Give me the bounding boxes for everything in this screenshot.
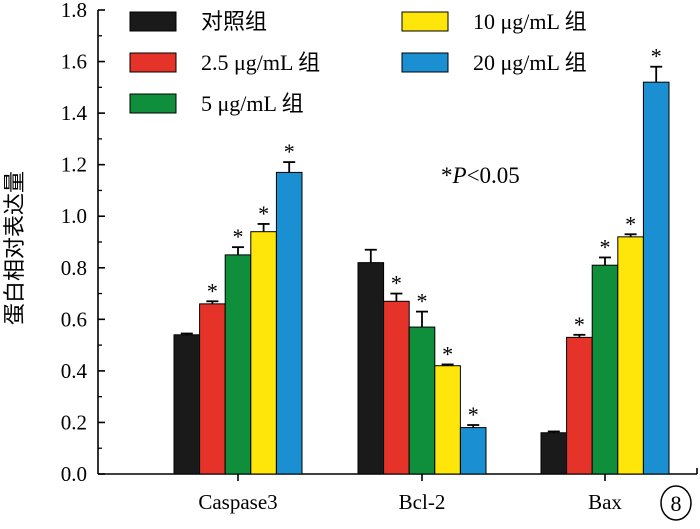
- bar: [383, 300, 410, 475]
- significance-marker: *: [574, 312, 585, 337]
- legend-swatch: [129, 11, 177, 32]
- significance-marker: *: [233, 224, 244, 249]
- significance-marker: *: [625, 211, 636, 236]
- legend-label: 10 μg/mL 组: [473, 9, 587, 34]
- y-tick-label: 1.0: [61, 204, 87, 228]
- significance-marker: *: [284, 139, 295, 164]
- significance-marker: *: [442, 341, 453, 366]
- bar: [224, 254, 252, 475]
- y-axis-label: 蛋白相对表达量: [3, 171, 28, 325]
- p-value-symbol: P: [452, 163, 467, 188]
- bar: [408, 326, 436, 475]
- y-tick-label: 1.4: [61, 101, 88, 125]
- bar: [617, 236, 644, 475]
- legend: 对照组 2.5 μg/mL 组 5 μg/mL 组 10 μg/mL 组 20 μg/m…: [129, 9, 587, 116]
- panel-label-circle: [660, 485, 692, 521]
- bar: [199, 303, 226, 475]
- legend-swatch: [401, 11, 449, 32]
- y-tick-label: 1.8: [61, 0, 87, 22]
- y-tick-label: 0.6: [61, 307, 87, 331]
- y-tick-label: 1.6: [61, 50, 87, 74]
- bar: [591, 264, 619, 475]
- significance-marker: *: [600, 234, 611, 259]
- bar: [642, 81, 670, 475]
- bar: [566, 336, 593, 475]
- significance-marker: *: [207, 278, 218, 303]
- legend-swatch: [129, 52, 177, 73]
- significance-marker: *: [417, 289, 428, 314]
- bar: [459, 427, 487, 475]
- p-value-star: *: [441, 163, 453, 188]
- p-value-annotation: *P<0.05: [441, 163, 520, 188]
- significance-marker: *: [258, 201, 269, 226]
- panel-label-text: 8: [671, 491, 682, 516]
- bar: [540, 432, 568, 475]
- legend-label: 5 μg/mL 组: [201, 91, 304, 116]
- y-tick-label: 0.2: [61, 410, 87, 434]
- x-tick-label: Bax: [588, 490, 622, 514]
- axes: 0.0 0.2 0.4 0.6 0.8 1.0 1.2 1.4 1.6 1.8 Caspase3 Bc…: [61, 0, 698, 514]
- y-tick-label: 1.2: [61, 153, 87, 177]
- y-tick-label: 0.8: [61, 256, 87, 280]
- legend-label: 20 μg/mL 组: [473, 50, 587, 75]
- bar: [275, 171, 303, 475]
- legend-swatch: [129, 93, 177, 114]
- significance-marker: *: [468, 402, 479, 427]
- x-tick-label: Caspase3: [198, 490, 277, 514]
- bar: [357, 262, 385, 475]
- legend-label: 2.5 μg/mL 组: [201, 50, 320, 75]
- bar: [250, 231, 277, 475]
- legend-swatch: [401, 52, 449, 73]
- panel-label: 8: [660, 485, 692, 521]
- bars: * * * * * * * * * * * *: [173, 44, 670, 475]
- p-value-text: <0.05: [467, 163, 520, 188]
- x-tick-label: Bcl-2: [399, 490, 446, 514]
- bar: [434, 365, 461, 475]
- significance-marker: *: [651, 44, 662, 69]
- y-tick-label: 0.4: [61, 359, 88, 383]
- bar: [173, 334, 201, 475]
- y-tick-label: 0.0: [61, 462, 87, 486]
- legend-label: 对照组: [201, 9, 267, 34]
- significance-marker: *: [391, 271, 402, 296]
